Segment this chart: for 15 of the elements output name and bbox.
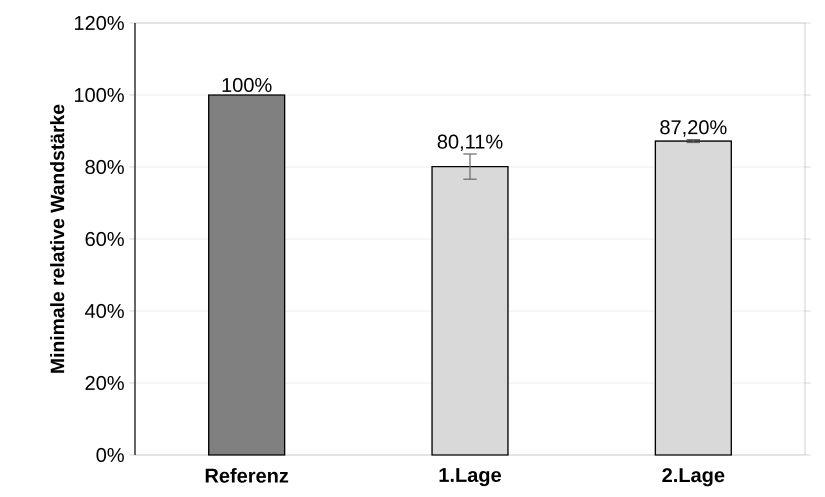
x-tick-label: 2.Lage bbox=[662, 468, 724, 486]
x-tick-label: Referenz bbox=[206, 468, 288, 483]
y-tick-label: 40% bbox=[85, 304, 124, 318]
y-tick-label: 80% bbox=[85, 160, 124, 174]
data-label: 100% bbox=[222, 78, 272, 92]
y-tick-label: 60% bbox=[86, 232, 124, 246]
y-tick-label: 0% bbox=[96, 448, 124, 462]
bar bbox=[208, 94, 286, 456]
data-label: 87,20% bbox=[660, 120, 727, 137]
y-tick-label: 20% bbox=[86, 376, 124, 390]
y-axis-title: Minimale relative Wandstärke bbox=[50, 104, 64, 373]
x-tick-label: 1.Lage bbox=[440, 468, 501, 486]
y-tick-label: 100% bbox=[74, 88, 124, 102]
data-label: 80,11% bbox=[438, 134, 502, 152]
y-tick-label: 120% bbox=[74, 16, 124, 30]
